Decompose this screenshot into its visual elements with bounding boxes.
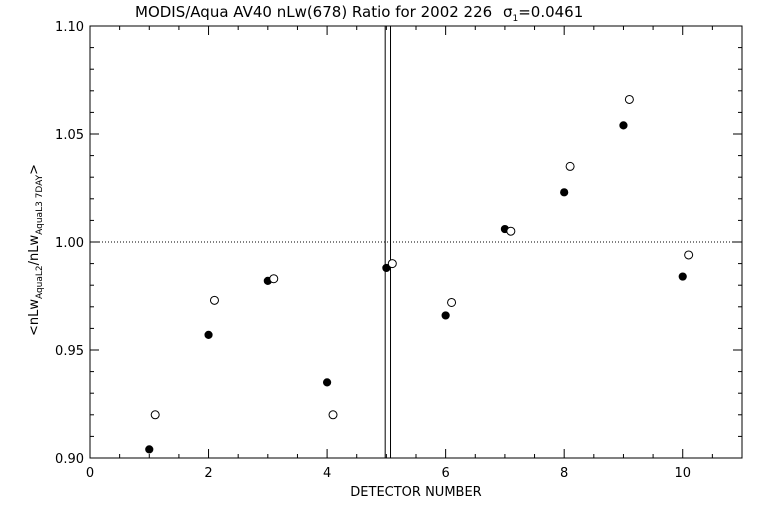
open-point — [506, 226, 516, 236]
filled-point — [382, 263, 391, 273]
filled-point — [204, 330, 213, 339]
open-point — [447, 297, 457, 307]
open-point — [565, 161, 575, 171]
y-tick-label: 1.00 — [55, 236, 84, 251]
open-point — [684, 250, 694, 260]
chart-title: MODIS/Aqua AV40 nLw(678) Ratio for 2002 … — [135, 3, 583, 24]
open-point — [624, 94, 634, 104]
data-points — [145, 94, 694, 454]
x-axis-label: DETECTOR NUMBER — [350, 485, 481, 500]
x-tick-label: 10 — [674, 466, 691, 481]
filled-point — [441, 311, 450, 320]
y-tick-label: 0.95 — [55, 344, 84, 359]
open-point — [328, 410, 338, 420]
open-point — [387, 259, 397, 269]
filled-point — [322, 378, 332, 387]
y-tick-label: 1.10 — [55, 20, 84, 35]
filled-point — [145, 445, 154, 454]
y-tick-label: 0.90 — [55, 452, 84, 467]
open-point — [209, 295, 219, 305]
open-point — [269, 274, 279, 284]
x-tick-label: 2 — [204, 466, 212, 481]
plot-frame — [89, 25, 743, 459]
filled-point — [560, 188, 569, 197]
x-tick-label: 0 — [86, 466, 94, 481]
axes: 0 2 4 6 8 10 0.90 0.95 1.00 1.05 1.10 — [55, 20, 743, 481]
filled-point — [619, 121, 628, 130]
reference-lines — [90, 26, 742, 458]
filled-point — [678, 272, 687, 281]
x-tick-label: 8 — [560, 466, 568, 481]
y-axis-label: <nLwAquaL2/nLwAquaL3 7DAY> — [27, 164, 45, 336]
open-point — [150, 410, 160, 420]
x-tick-label: 6 — [441, 466, 449, 481]
y-tick-label: 1.05 — [55, 128, 84, 143]
x-tick-label: 4 — [323, 466, 331, 481]
